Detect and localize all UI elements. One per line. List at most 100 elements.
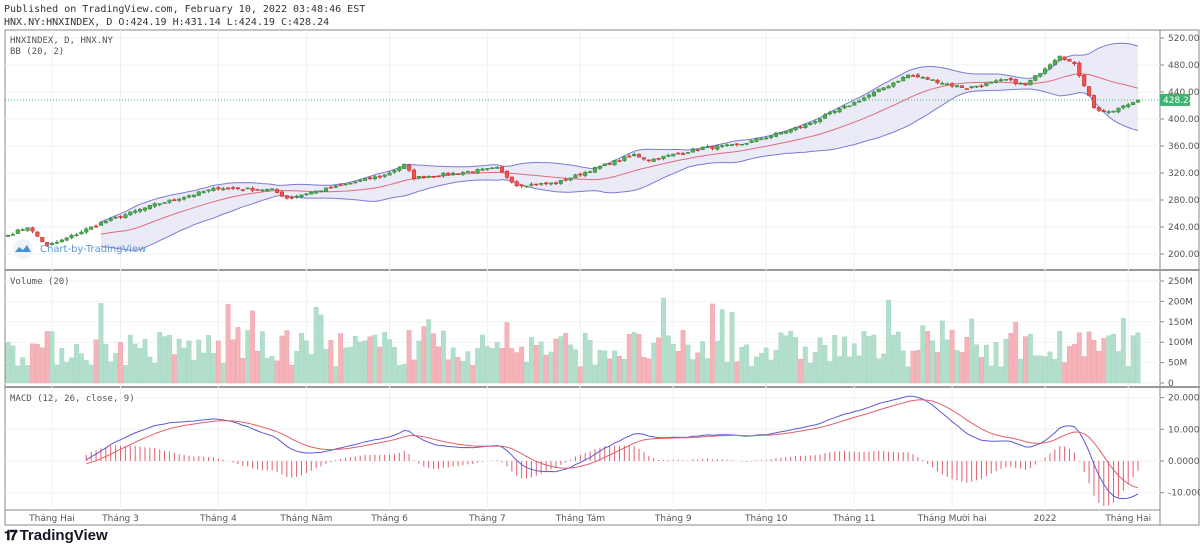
volume-bar (685, 344, 691, 384)
symbol-legend: HNXINDEX, D, HNX.NY (10, 36, 114, 46)
volume-bar (171, 354, 177, 384)
volume-bar (59, 348, 65, 384)
candle-body (588, 171, 593, 173)
candle-body (172, 199, 177, 201)
volume-axis-label: 0 (1168, 379, 1174, 389)
volume-bar (729, 312, 735, 384)
volume-bar (886, 299, 891, 384)
volume-bar (279, 335, 285, 384)
volume-bar (509, 348, 515, 384)
volume-bar (533, 345, 539, 384)
volume-axis-label: 150M (1168, 318, 1193, 328)
volume-bar (993, 342, 999, 384)
time-axis-label: Tháng 10 (744, 514, 788, 524)
candle-body (441, 172, 446, 177)
candle-body (230, 187, 236, 189)
volume-bar (768, 359, 774, 384)
candle-body (1028, 80, 1033, 86)
candle-body (94, 225, 99, 228)
volume-bar (763, 347, 769, 384)
volume-bar (352, 336, 358, 384)
volume-bar (837, 356, 843, 384)
volume-bar (900, 350, 906, 384)
volume-bar (416, 340, 422, 384)
candle-body (1072, 62, 1077, 65)
candle-body (871, 91, 876, 97)
volume-legend: Volume (20) (10, 277, 70, 287)
candle-body (622, 156, 627, 161)
candle-body (460, 172, 465, 175)
candle-body (436, 175, 441, 178)
candle-body (451, 172, 456, 175)
candle-body (167, 199, 172, 203)
volume-bar (1047, 351, 1053, 384)
candle-body (979, 85, 984, 88)
candle-body (1062, 56, 1067, 60)
candle-body (681, 153, 686, 155)
volume-bar (220, 362, 226, 384)
candle-body (372, 176, 377, 180)
candle-body (123, 214, 128, 219)
volume-bar (49, 331, 55, 384)
volume-bar (328, 340, 334, 384)
candle-body (558, 180, 563, 184)
volume-bar (127, 334, 133, 384)
volume-bar (974, 344, 979, 384)
volume-bar (1057, 330, 1063, 384)
volume-bar (201, 352, 207, 384)
volume-bar (690, 359, 696, 384)
candle-body (274, 189, 280, 193)
volume-bar (969, 318, 975, 384)
candle-body (514, 181, 519, 187)
volume-bar (1003, 338, 1009, 384)
tradingview-logo[interactable]: 𝟏𝟕 TradingView (4, 527, 108, 544)
volume-bar (494, 342, 500, 384)
candle-body (118, 216, 123, 218)
watermark-text: Chart-by-TradingView (40, 244, 146, 255)
volume-bar (259, 331, 265, 384)
candle-body (920, 76, 925, 79)
volume-bar (1023, 336, 1028, 384)
candle-body (35, 231, 40, 237)
candle-body (509, 176, 514, 183)
volume-bar (162, 336, 167, 384)
candle-body (353, 181, 358, 184)
volume-bar (455, 357, 461, 384)
candle-body (20, 229, 25, 231)
candle-body (734, 143, 739, 146)
candle-body (940, 83, 945, 85)
candle-body (221, 188, 226, 191)
volume-bar (998, 366, 1004, 384)
candle-body (226, 187, 231, 190)
volume-bar (152, 362, 158, 384)
volume-bar (323, 348, 329, 384)
volume-bar (245, 330, 251, 384)
volume-bar (255, 351, 260, 384)
volume-bar (1013, 321, 1019, 384)
candle-body (367, 177, 373, 180)
candle-body (950, 83, 955, 87)
candle-body (602, 163, 607, 166)
volume-bar (714, 340, 720, 384)
chart-frame (4, 29, 1200, 526)
candle-body (915, 74, 920, 78)
candle-body (201, 191, 206, 193)
volume-bar (5, 342, 11, 384)
candle-body (186, 195, 192, 198)
volume-bar (470, 365, 476, 384)
volume-bar (621, 359, 627, 384)
bollinger-upper-line (100, 42, 1139, 223)
candle-body (289, 197, 294, 199)
macd-axis-label: -10.0000 (1168, 489, 1200, 499)
candle-body (402, 163, 407, 169)
volume-bar (700, 341, 706, 384)
volume-bar (592, 364, 598, 384)
volume-bar (411, 359, 417, 384)
candle-body (206, 189, 211, 192)
candle-body (1111, 110, 1116, 113)
candle-body (529, 183, 534, 186)
candle-body (191, 194, 196, 197)
candle-body (245, 187, 250, 190)
volume-bar (88, 364, 94, 384)
